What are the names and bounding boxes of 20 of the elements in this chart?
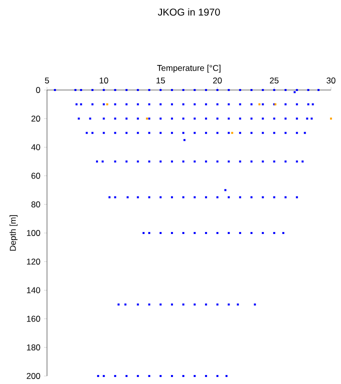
y-tick-label: 200 — [26, 373, 40, 379]
y-tick-label: 60 — [31, 172, 40, 179]
x-tick-label: 30 — [326, 77, 336, 84]
x-tick-label: 25 — [270, 77, 279, 84]
y-tick-label: 40 — [31, 144, 40, 150]
y-tick-label: 160 — [26, 316, 40, 322]
x-axis-title: Temperature [°C] — [157, 64, 220, 73]
y-tick-label: 120 — [26, 258, 40, 265]
y-tick-label: 80 — [31, 201, 40, 208]
x-tick-label: 5 — [44, 78, 50, 84]
y-tick-label: 100 — [26, 230, 40, 236]
x-tick-label: 20 — [213, 77, 222, 84]
chart-title: JKOG in 1970 — [158, 8, 220, 16]
x-tick-label: 15 — [156, 78, 165, 84]
y-axis-title: Depth [m] — [10, 215, 18, 251]
y-tick-label: 140 — [26, 287, 40, 294]
y-tick-label: 20 — [31, 116, 40, 122]
x-tick-label: 10 — [100, 77, 108, 84]
y-tick-label: 180 — [26, 344, 40, 350]
y-tick-label: 0 — [36, 87, 40, 93]
